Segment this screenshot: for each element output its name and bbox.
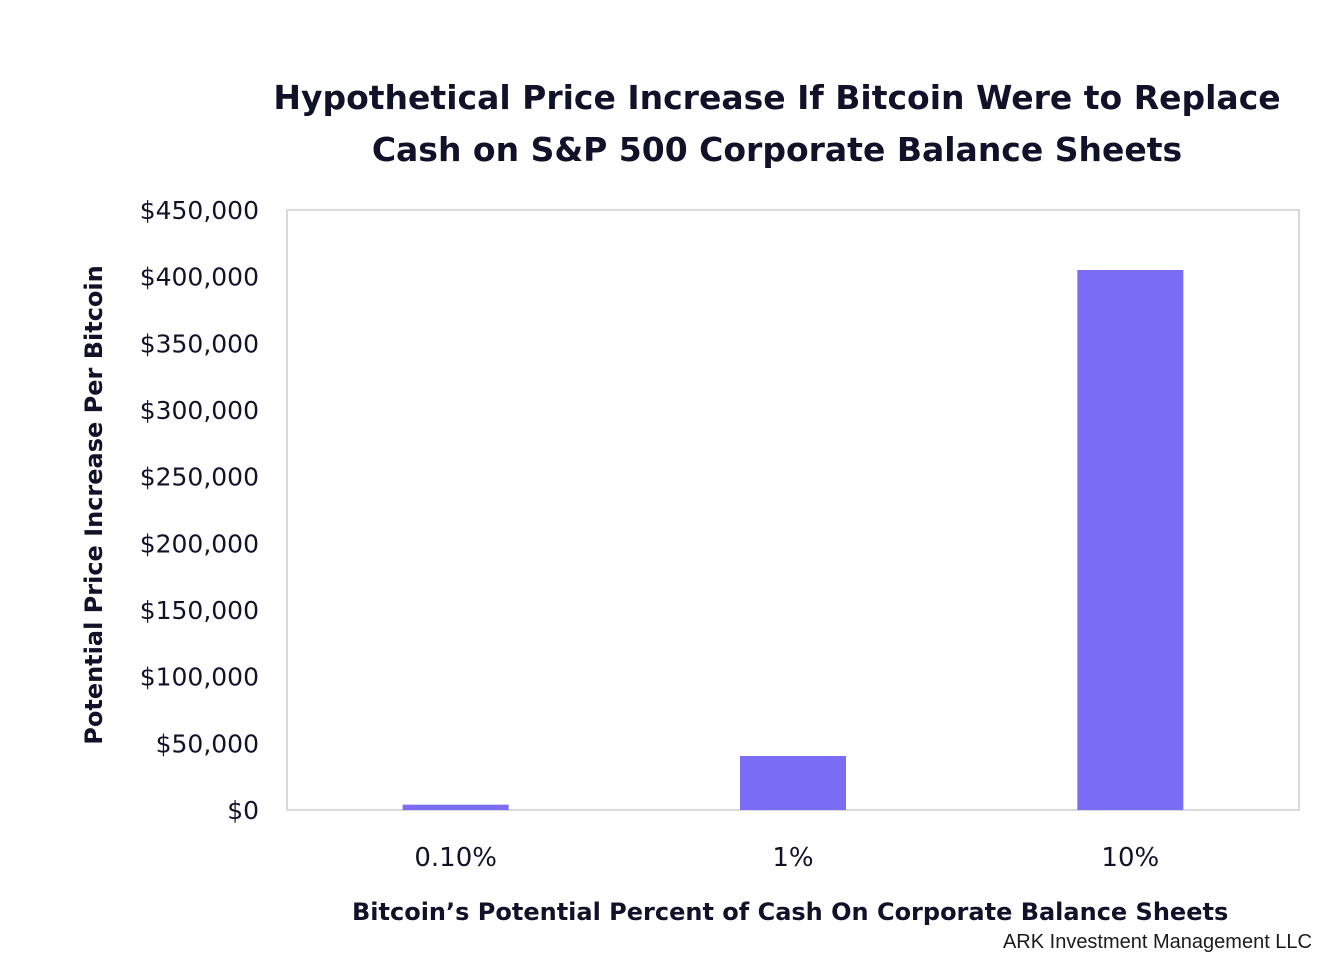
chart-title-line-2: Cash on S&P 500 Corporate Balance Sheets	[371, 130, 1183, 169]
y-tick-label: $450,000	[140, 196, 259, 225]
y-tick-label: $100,000	[140, 663, 259, 692]
y-tick-label: $400,000	[140, 263, 259, 292]
y-tick-label: $0	[227, 796, 259, 825]
chart-title-line-1: Hypothetical Price Increase If Bitcoin W…	[273, 78, 1281, 117]
bar-3	[1077, 270, 1184, 810]
x-axis-categories: 0.10% 1% 10%	[414, 843, 1159, 873]
chart-title: Hypothetical Price Increase If Bitcoin W…	[0, 72, 1344, 176]
y-axis-label: Potential Price Increase Per Bitcoin	[80, 265, 108, 745]
bar-2	[740, 756, 846, 810]
bars	[402, 270, 1184, 810]
y-tick-label: $300,000	[140, 396, 259, 425]
source-credit: ARK Investment Management LLC	[1002, 931, 1312, 953]
y-tick-label: $200,000	[140, 529, 259, 558]
x-category-label: 1%	[772, 843, 813, 873]
y-tick-label: $150,000	[140, 596, 259, 625]
x-category-label: 10%	[1101, 843, 1159, 873]
y-tick-label: $250,000	[140, 463, 259, 492]
y-tick-label: $50,000	[156, 729, 259, 758]
bar-1	[402, 804, 509, 810]
y-axis-ticks: $0 $50,000 $100,000 $150,000 $200,000 $250,00…	[140, 196, 259, 825]
x-axis-label: Bitcoin’s Potential Percent of Cash On C…	[352, 898, 1229, 926]
y-tick-label: $350,000	[140, 329, 259, 358]
x-category-label: 0.10%	[414, 843, 497, 873]
